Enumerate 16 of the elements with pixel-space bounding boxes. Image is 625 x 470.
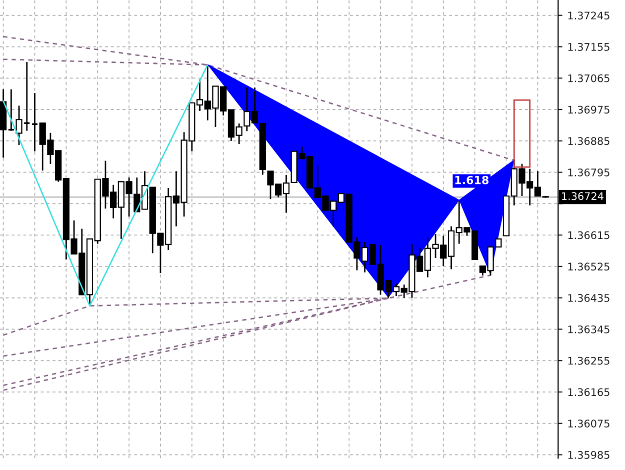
annotation: 1.618 [455,176,488,184]
y-tick-label: 1.36525 [568,262,610,271]
y-tick-label: 1.36795 [568,168,610,176]
y-tick-label: 1.36165 [568,388,610,396]
y-tick-label: 1.36435 [568,294,610,302]
ref-line-label: 1.36724 [562,192,604,200]
y-tick-label: 1.36975 [568,106,610,114]
y-tick-label: 1.37155 [568,42,610,51]
y-tick-label: 1.37065 [568,74,610,82]
y-tick-label: 1.36255 [568,356,610,365]
y-tick-label: 1.36345 [568,325,610,334]
y-tick-label: 1.35985 [568,450,610,459]
y-tick-label: 1.37245 [568,12,610,20]
y-tick-label: 1.36075 [568,420,610,428]
y-tick-label: 1.36615 [568,231,610,240]
y-tick-label: 1.36885 [568,137,610,145]
